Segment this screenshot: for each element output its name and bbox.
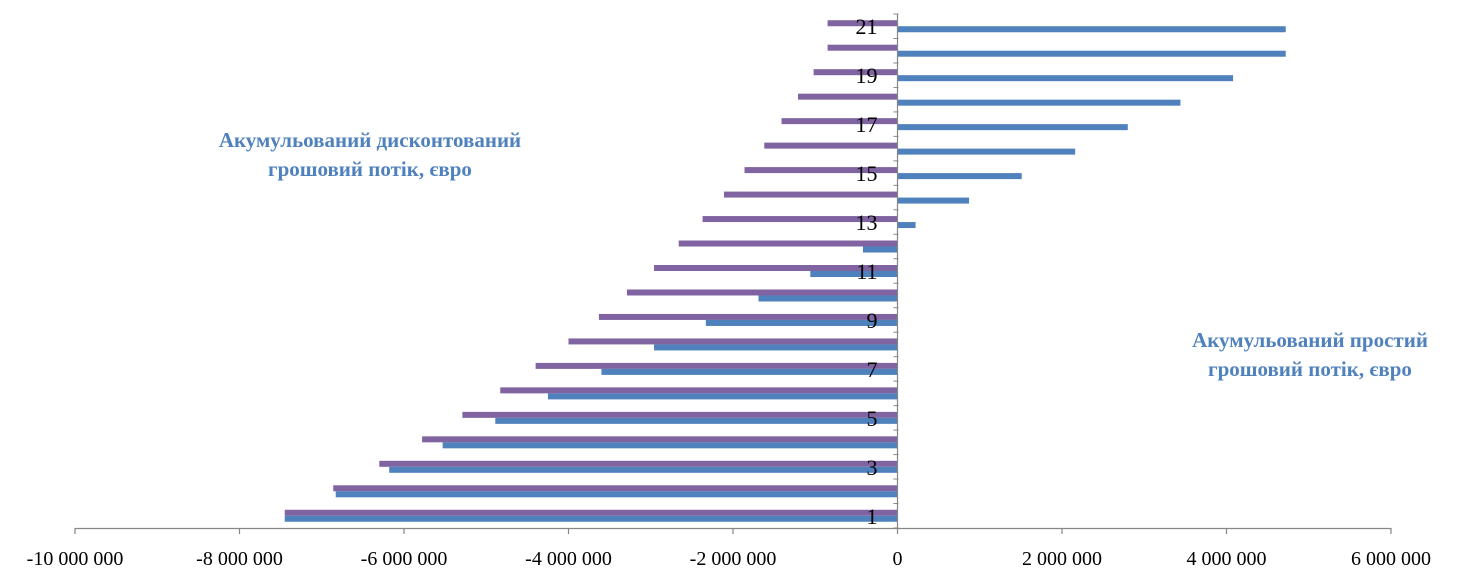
y-tick-label: 11 [856, 259, 877, 284]
bar-simple-4 [442, 442, 898, 449]
bar-simple-21 [897, 26, 1286, 33]
bar-discounted-13 [702, 216, 898, 223]
bar-discounted-9 [598, 313, 898, 320]
x-tick-label: 0 [893, 548, 903, 570]
bar-discounted-20 [827, 44, 898, 51]
bar-discounted-4 [422, 436, 898, 443]
bar-simple-14 [897, 197, 970, 204]
bar-simple-7 [601, 368, 898, 375]
bar-simple-13 [897, 222, 916, 229]
bar-simple-8 [654, 344, 898, 351]
bar-simple-17 [897, 124, 1128, 131]
bar-simple-15 [897, 173, 1022, 180]
annotation-discounted-flow: Акумульований дисконтований грошовий пот… [218, 128, 522, 181]
bar-discounted-1 [284, 509, 898, 516]
bar-simple-18 [897, 99, 1181, 106]
bar-discounted-12 [678, 240, 898, 247]
bar-simple-6 [547, 393, 898, 400]
bar-discounted-7 [535, 362, 898, 369]
x-tick-label: -6 000 000 [361, 548, 448, 570]
y-tick-label: 21 [856, 14, 878, 39]
bar-discounted-8 [568, 338, 898, 345]
bar-simple-12 [862, 246, 898, 253]
bar-simple-20 [897, 50, 1286, 57]
y-tick-label: 3 [867, 455, 878, 480]
bar-simple-2 [335, 491, 898, 498]
y-tick-label: 9 [867, 308, 878, 333]
bar-discounted-11 [654, 265, 898, 271]
bar-simple-10 [758, 295, 898, 302]
x-tick-label: -8 000 000 [196, 548, 283, 570]
bar-discounted-6 [500, 387, 898, 394]
bar-discounted-19 [813, 69, 898, 76]
y-tick-label: 17 [856, 112, 878, 137]
bar-discounted-15 [744, 167, 898, 174]
bar-discounted-16 [764, 142, 898, 149]
bar-simple-5 [495, 417, 898, 424]
y-tick-label: 5 [867, 406, 878, 431]
axes-layer [74, 13, 1392, 534]
x-tick-label: 6 000 000 [1351, 548, 1431, 570]
x-tick-label: 2 000 000 [1022, 548, 1102, 570]
x-tick-label: -10 000 000 [27, 548, 124, 570]
bar-discounted-18 [797, 93, 898, 100]
x-tick-label: 4 000 000 [1187, 548, 1267, 570]
bar-simple-16 [897, 148, 1076, 155]
bar-discounted-2 [333, 485, 898, 492]
bar-discounted-5 [462, 411, 898, 418]
bar-discounted-14 [723, 191, 898, 198]
bar-simple-1 [284, 515, 898, 522]
bar-simple-3 [389, 466, 898, 473]
bar-discounted-21 [827, 20, 898, 27]
y-tick-label: 13 [856, 210, 878, 235]
labels-layer: -10 000 000 -8 000 000 -6 000 000 -4 000 00… [27, 14, 1431, 570]
y-tick-label: 7 [867, 357, 878, 382]
x-tick-label: -4 000 000 [525, 548, 612, 570]
bar-simple-19 [897, 75, 1234, 82]
bar-simple-9 [705, 319, 898, 326]
bar-discounted-10 [626, 289, 898, 296]
bar-simple-11 [810, 271, 898, 277]
bar-discounted-17 [781, 118, 898, 125]
bars-layer [284, 20, 1286, 522]
bar-discounted-3 [379, 460, 898, 467]
x-tick-label: -2 000 000 [690, 548, 777, 570]
y-tick-label: 19 [856, 63, 878, 88]
y-tick-label: 1 [867, 504, 878, 529]
annotation-simple-flow: Акумульований простий грошовий потік, єв… [1192, 328, 1428, 381]
y-tick-label: 15 [856, 161, 878, 186]
